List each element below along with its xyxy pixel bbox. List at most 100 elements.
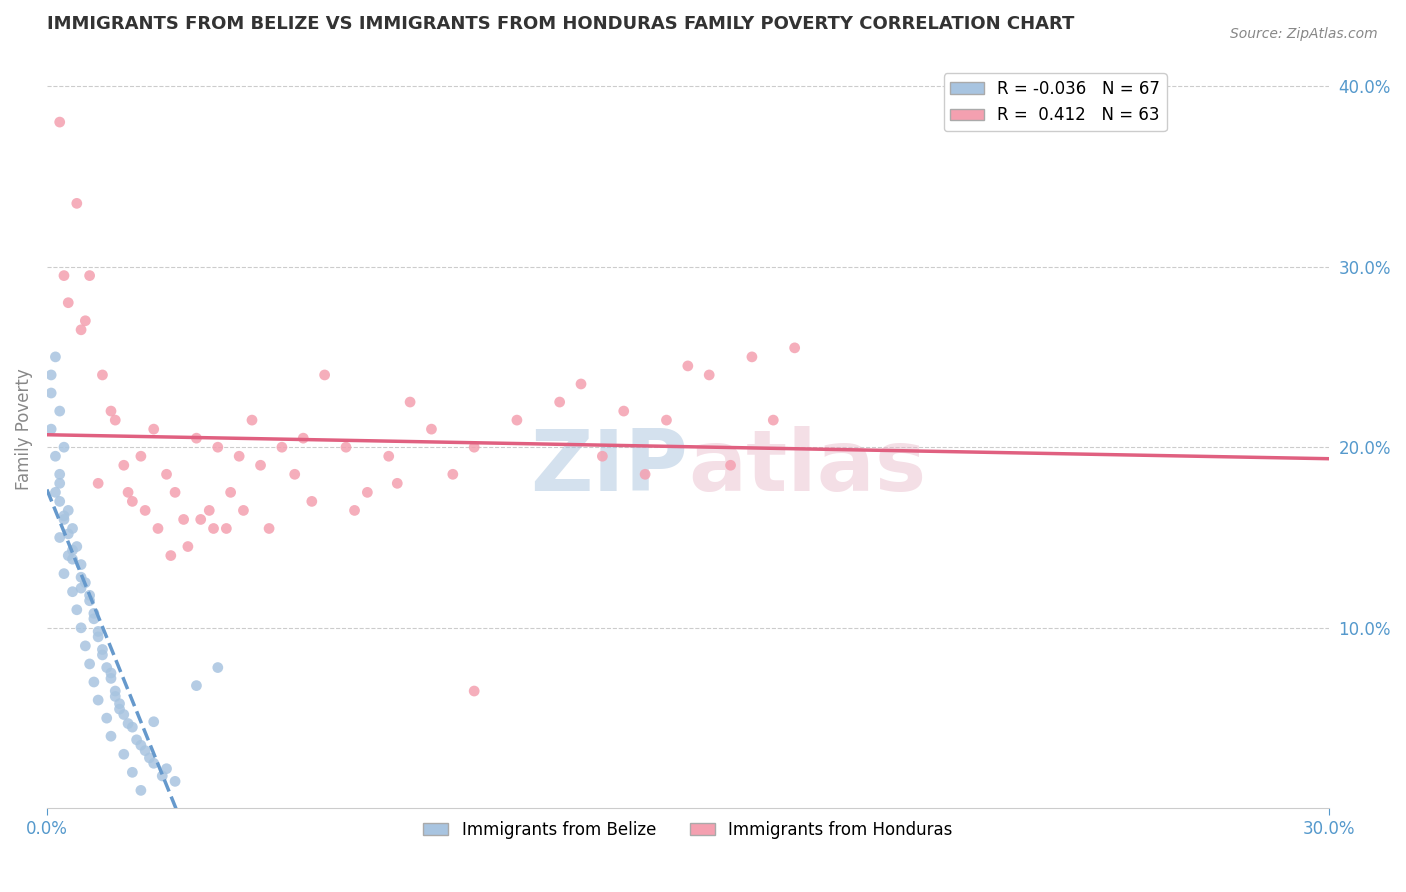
Point bbox=[138, 751, 160, 765]
Point bbox=[104, 413, 127, 427]
Point bbox=[399, 395, 422, 409]
Point bbox=[87, 693, 110, 707]
Point bbox=[121, 720, 143, 734]
Point bbox=[75, 575, 97, 590]
Point bbox=[104, 690, 127, 704]
Point bbox=[441, 467, 464, 482]
Point bbox=[44, 449, 66, 463]
Point bbox=[613, 404, 636, 418]
Point bbox=[165, 774, 187, 789]
Point bbox=[79, 593, 101, 607]
Point bbox=[155, 762, 177, 776]
Point bbox=[121, 765, 143, 780]
Point bbox=[240, 413, 263, 427]
Point bbox=[142, 422, 165, 436]
Point bbox=[91, 368, 114, 382]
Point bbox=[53, 440, 76, 454]
Text: ZIP: ZIP bbox=[530, 425, 688, 508]
Point bbox=[129, 738, 152, 752]
Point bbox=[676, 359, 699, 373]
Point bbox=[70, 581, 93, 595]
Point bbox=[207, 660, 229, 674]
Point bbox=[87, 624, 110, 639]
Point bbox=[173, 512, 195, 526]
Point bbox=[387, 476, 409, 491]
Point bbox=[62, 521, 84, 535]
Point bbox=[75, 639, 97, 653]
Point bbox=[219, 485, 242, 500]
Point bbox=[548, 395, 571, 409]
Point bbox=[257, 521, 280, 535]
Point bbox=[134, 744, 156, 758]
Point bbox=[463, 440, 485, 454]
Point bbox=[39, 368, 62, 382]
Point bbox=[569, 376, 592, 391]
Point bbox=[70, 570, 93, 584]
Point bbox=[83, 675, 105, 690]
Point bbox=[66, 540, 89, 554]
Point bbox=[159, 549, 181, 563]
Point bbox=[783, 341, 806, 355]
Point bbox=[292, 431, 315, 445]
Point bbox=[53, 566, 76, 581]
Point bbox=[96, 711, 118, 725]
Point bbox=[356, 485, 378, 500]
Point bbox=[48, 531, 70, 545]
Text: Source: ZipAtlas.com: Source: ZipAtlas.com bbox=[1230, 27, 1378, 41]
Point bbox=[697, 368, 720, 382]
Point bbox=[720, 458, 742, 473]
Point bbox=[75, 314, 97, 328]
Point bbox=[420, 422, 443, 436]
Point bbox=[117, 716, 139, 731]
Point bbox=[155, 467, 177, 482]
Legend: Immigrants from Belize, Immigrants from Honduras: Immigrants from Belize, Immigrants from … bbox=[416, 814, 959, 846]
Text: IMMIGRANTS FROM BELIZE VS IMMIGRANTS FROM HONDURAS FAMILY POVERTY CORRELATION CH: IMMIGRANTS FROM BELIZE VS IMMIGRANTS FRO… bbox=[46, 15, 1074, 33]
Point bbox=[463, 684, 485, 698]
Point bbox=[142, 714, 165, 729]
Point bbox=[70, 323, 93, 337]
Point bbox=[741, 350, 763, 364]
Point bbox=[165, 485, 187, 500]
Point bbox=[215, 521, 238, 535]
Point bbox=[377, 449, 399, 463]
Point bbox=[100, 672, 122, 686]
Point bbox=[48, 404, 70, 418]
Point bbox=[202, 521, 225, 535]
Point bbox=[39, 386, 62, 401]
Point bbox=[66, 196, 89, 211]
Point bbox=[112, 747, 135, 762]
Point bbox=[249, 458, 271, 473]
Point bbox=[83, 607, 105, 621]
Point bbox=[39, 422, 62, 436]
Point bbox=[79, 268, 101, 283]
Point bbox=[53, 268, 76, 283]
Point bbox=[284, 467, 307, 482]
Point bbox=[104, 684, 127, 698]
Point bbox=[117, 485, 139, 500]
Point bbox=[112, 707, 135, 722]
Point bbox=[190, 512, 212, 526]
Point bbox=[177, 540, 200, 554]
Point bbox=[108, 702, 131, 716]
Point bbox=[87, 476, 110, 491]
Point bbox=[66, 603, 89, 617]
Point bbox=[142, 756, 165, 771]
Point bbox=[270, 440, 292, 454]
Point bbox=[634, 467, 657, 482]
Point bbox=[96, 660, 118, 674]
Point bbox=[58, 295, 80, 310]
Point bbox=[70, 558, 93, 572]
Point bbox=[125, 732, 148, 747]
Point bbox=[207, 440, 229, 454]
Point bbox=[62, 552, 84, 566]
Point bbox=[121, 494, 143, 508]
Point bbox=[62, 543, 84, 558]
Point bbox=[146, 521, 169, 535]
Point bbox=[129, 783, 152, 797]
Point bbox=[48, 467, 70, 482]
Text: atlas: atlas bbox=[688, 425, 927, 508]
Point bbox=[335, 440, 357, 454]
Point bbox=[129, 449, 152, 463]
Point bbox=[108, 697, 131, 711]
Point bbox=[79, 657, 101, 671]
